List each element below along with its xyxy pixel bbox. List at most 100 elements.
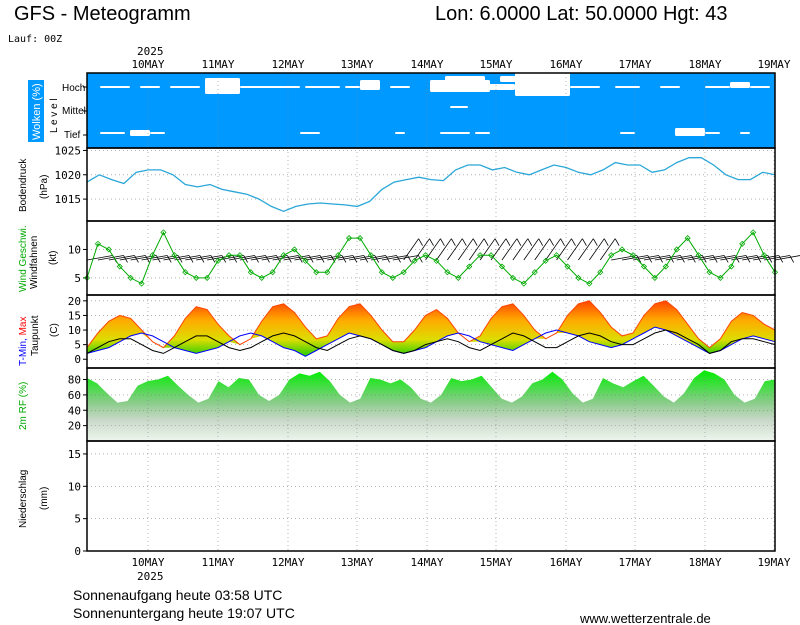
wind-speed-point bbox=[302, 257, 309, 264]
y-tick-label: 1025 bbox=[55, 144, 82, 157]
cloud-cell bbox=[100, 132, 125, 134]
wind-speed-point bbox=[520, 280, 527, 287]
wind-barb bbox=[338, 255, 364, 261]
bottom-date-label: 15MAY bbox=[479, 556, 512, 569]
y-tick-label: 40 bbox=[68, 404, 81, 417]
cloud-cell bbox=[395, 132, 405, 134]
wind-speed-point bbox=[269, 269, 276, 276]
wind-speed-point bbox=[597, 269, 604, 276]
wind-speed-point bbox=[138, 280, 145, 287]
top-date-label: 16MAY bbox=[549, 58, 582, 71]
wind-speed-point bbox=[651, 274, 658, 281]
temp-minmax-label: T-Min, Max bbox=[18, 317, 29, 366]
cloud-cell bbox=[140, 86, 160, 88]
wind-barb bbox=[370, 255, 397, 261]
wind-speed-point bbox=[236, 252, 243, 259]
wind-speed-point bbox=[684, 235, 691, 242]
y-tick-label: 60 bbox=[68, 389, 81, 402]
bottom-date-label: 13MAY bbox=[340, 556, 373, 569]
wind-barb-flag bbox=[451, 238, 456, 246]
precipitation-panel: 0 5 10 15 bbox=[68, 440, 776, 558]
wind-speed-point bbox=[466, 263, 473, 270]
cloud-cell bbox=[660, 86, 680, 88]
cloud-cell bbox=[170, 86, 200, 88]
wind-barb bbox=[512, 238, 529, 261]
wind-barb bbox=[250, 255, 277, 261]
cloud-cell bbox=[390, 86, 410, 88]
wind-barb bbox=[414, 238, 430, 261]
wind-barb bbox=[239, 255, 266, 261]
wind-speed-point bbox=[411, 257, 418, 264]
wind-speed-point bbox=[662, 263, 669, 270]
wind-speed-point bbox=[706, 269, 713, 276]
wind-barb-flag bbox=[614, 238, 620, 246]
cloud-cell bbox=[300, 132, 320, 134]
wind-speed-line bbox=[86, 231, 776, 285]
wind-barb bbox=[523, 238, 540, 261]
wind-speed-point bbox=[280, 252, 287, 259]
wind-barb bbox=[643, 255, 670, 261]
wind-barb-flag bbox=[483, 238, 489, 246]
wind-barb bbox=[272, 255, 299, 261]
wind-barbs-label: Windfahnen bbox=[29, 236, 40, 289]
location-info: Lon: 6.0000 Lat: 50.0000 Hgt: 43 bbox=[435, 3, 727, 25]
wind-speed-point bbox=[258, 274, 265, 281]
wind-speed-point bbox=[455, 274, 462, 281]
wind-speed-point bbox=[204, 274, 211, 281]
cloud-level-hoch: Hoch bbox=[62, 83, 85, 94]
wind-barb bbox=[709, 255, 736, 261]
y-tick-label: 0 bbox=[74, 545, 81, 558]
wind-barb bbox=[86, 255, 113, 261]
wind-speed-point bbox=[444, 269, 451, 276]
y-tick-label: 5 bbox=[74, 339, 81, 352]
humidity-ylabel: 2m RF (%) bbox=[18, 382, 29, 430]
wind-barb bbox=[599, 238, 616, 261]
wind-speed-point bbox=[761, 252, 768, 259]
wind-speed-point bbox=[575, 274, 582, 281]
wind-barb-flag bbox=[472, 238, 478, 246]
wind-speed-point bbox=[695, 252, 702, 259]
cloud-cell bbox=[430, 80, 490, 92]
wind-barb bbox=[152, 255, 179, 261]
sunset-text: Sonnenuntergang heute 19:07 UTC bbox=[73, 605, 295, 621]
wind-barb-flag bbox=[418, 238, 423, 246]
wind-barb bbox=[185, 255, 211, 261]
cloud-cell bbox=[360, 80, 380, 90]
wind-barb bbox=[556, 238, 572, 261]
precip-ylabel-1: Niederschlag bbox=[18, 470, 29, 528]
wind-speed-point bbox=[291, 246, 298, 253]
wind-speed-point bbox=[171, 252, 178, 259]
wind-barb-flag bbox=[603, 238, 609, 246]
cloud-cell bbox=[150, 132, 165, 134]
top-date-label: 11MAY bbox=[201, 58, 234, 71]
top-date-label: 12MAY bbox=[271, 58, 304, 71]
wind-speed-point bbox=[367, 252, 375, 259]
wind-barb-flag bbox=[789, 255, 795, 263]
humidity-panel: 20 40 60 80 bbox=[68, 367, 776, 442]
tmax-line bbox=[86, 300, 776, 349]
wind-barb-flag bbox=[461, 238, 467, 246]
wind-barb-flag bbox=[418, 255, 423, 263]
bottom-year-label: 2025 bbox=[137, 570, 164, 583]
cloud-cell bbox=[480, 84, 515, 90]
wind-speed-point bbox=[750, 229, 757, 236]
wind-ylabel: Wind Geschwi. bbox=[18, 225, 29, 292]
wind-speed-point bbox=[608, 252, 615, 259]
cloud-cell bbox=[440, 132, 470, 134]
wind-speed-point bbox=[160, 229, 167, 236]
wind-speed-point bbox=[116, 263, 123, 270]
temperature-band bbox=[87, 300, 775, 357]
wind-speed-point bbox=[564, 263, 571, 270]
wind-barb-flag bbox=[494, 238, 500, 246]
wind-speed-point bbox=[182, 269, 189, 276]
cloud-cell bbox=[750, 86, 770, 88]
cloud-cell bbox=[615, 86, 640, 88]
cloud-cell bbox=[475, 132, 490, 134]
model-run-label: Lauf: 00Z bbox=[8, 34, 62, 45]
wind-barb bbox=[468, 238, 485, 261]
bottom-date-label: 10MAY bbox=[131, 556, 164, 569]
cloud-cell bbox=[570, 86, 600, 88]
wind-barb bbox=[436, 238, 452, 261]
wind-speed-point bbox=[127, 274, 134, 281]
top-date-label: 15MAY bbox=[479, 58, 512, 71]
